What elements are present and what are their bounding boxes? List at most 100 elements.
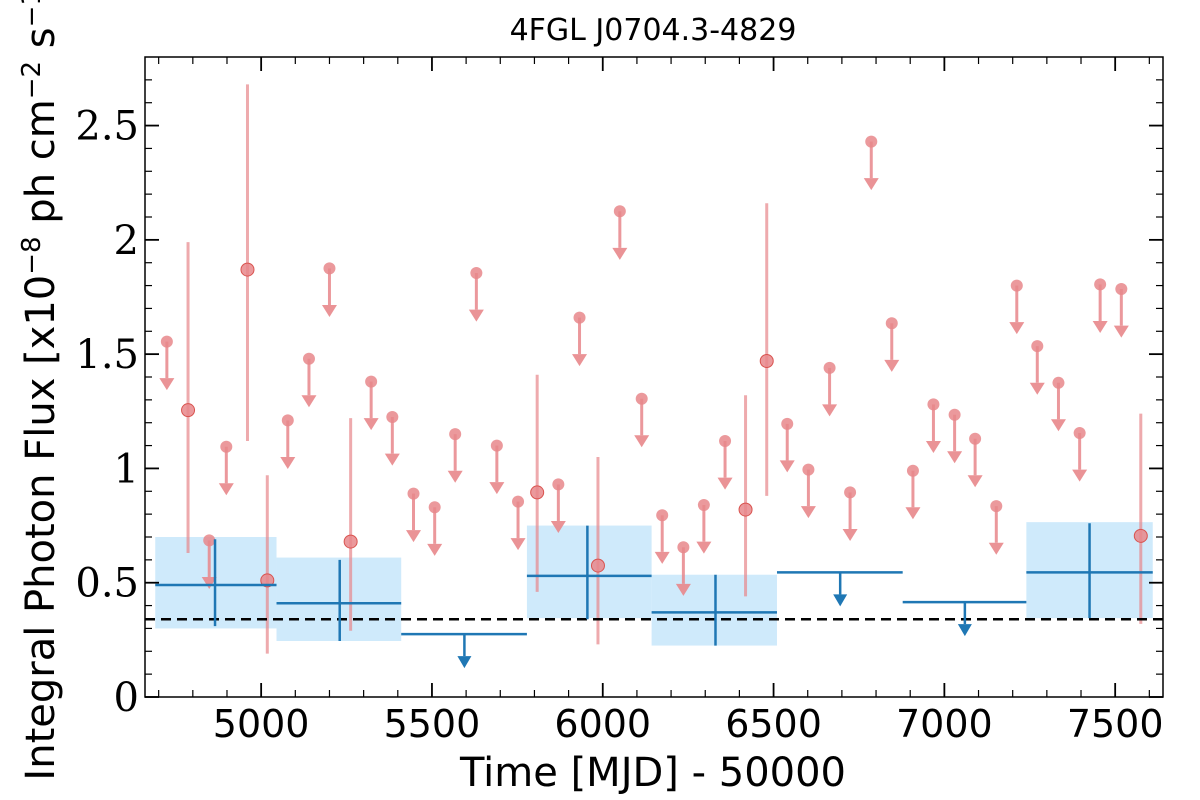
short-bin-upper-limit-point (677, 541, 690, 554)
x-tick-label: 5500 (384, 702, 481, 746)
short-bin-upper-limit-arrow (572, 354, 588, 367)
short-bin-upper-limit-point (323, 262, 336, 275)
short-bin-upper-limit-arrow (967, 475, 983, 488)
short-bin-point (530, 485, 545, 500)
long-bin-upper-limit-arrow (457, 656, 472, 669)
short-bin-upper-limit-point (823, 361, 836, 374)
chart-title: 4FGL J0704.3-4829 (510, 13, 797, 48)
short-bin-upper-limit-arrow (947, 451, 963, 464)
short-bin-upper-limit-point (365, 375, 378, 388)
short-bin-upper-limit-point (885, 317, 898, 330)
short-bin-upper-limit-arrow (280, 457, 296, 469)
short-bin-upper-limit-arrow (218, 483, 234, 496)
short-bin-upper-limit-arrow (1009, 322, 1025, 335)
x-tick-label: 7000 (896, 702, 993, 746)
short-bin-upper-limit-point (781, 417, 794, 430)
short-bin-upper-limit-point (906, 464, 919, 477)
short-bin-upper-limit-point (656, 509, 669, 522)
short-bin-upper-limit-arrow (384, 453, 400, 466)
short-bin-upper-limit-point (552, 478, 565, 491)
x-axis-label: Time [MJD] - 50000 (459, 750, 846, 796)
short-bin-upper-limit-point (948, 408, 961, 421)
short-bin-upper-limit-point (470, 267, 483, 279)
short-bin-upper-limit-point (969, 432, 982, 445)
long-bin-upper-limit-arrow (957, 624, 972, 637)
x-tick-label: 7500 (1067, 702, 1164, 746)
short-bin-upper-limit-arrow (884, 359, 900, 372)
short-bin-point (590, 558, 605, 573)
short-bin-point (738, 502, 753, 517)
short-bin-upper-limit-point (386, 411, 399, 423)
x-tick-label: 5000 (213, 702, 310, 746)
short-bin-upper-limit-point (844, 486, 857, 499)
short-bin-upper-limit-arrow (696, 541, 712, 554)
short-bin-upper-limit-arrow (925, 441, 941, 453)
short-bin-upper-limit-point (160, 335, 173, 348)
short-bin-upper-limit-point (449, 428, 462, 441)
short-bin-upper-limit-arrow (842, 529, 858, 541)
short-bin-upper-limit-arrow (822, 404, 838, 417)
short-bin-upper-limit-arrow (863, 178, 879, 191)
short-bin-upper-limit-point (428, 501, 441, 514)
short-bin-upper-limit-point (719, 435, 732, 447)
x-tick-label: 6500 (725, 702, 822, 746)
y-tick-label: 0.5 (75, 561, 139, 607)
short-bin-upper-limit-arrow (301, 395, 317, 408)
short-bin-upper-limit-point (865, 135, 878, 148)
short-bin-upper-limit-arrow (717, 477, 733, 490)
short-bin-point (343, 534, 358, 549)
short-bin-upper-limit-arrow (510, 538, 526, 551)
short-bin-upper-limit-arrow (1029, 382, 1045, 395)
short-bin-upper-limit-point (1010, 279, 1023, 292)
short-bin-upper-limit-arrow (489, 482, 505, 495)
short-bin-upper-limit-arrow (1113, 325, 1129, 338)
short-bin-point (260, 573, 275, 588)
short-bin-point (240, 262, 255, 277)
short-bin-upper-limit-point (927, 398, 940, 411)
y-tick-label: 0 (114, 675, 139, 721)
short-bin-upper-limit-arrow (159, 378, 175, 391)
short-bin-point (759, 354, 774, 368)
short-bin-upper-limit-arrow (1092, 321, 1108, 333)
short-bin-upper-limit-point (220, 440, 233, 453)
short-bin-upper-limit-point (512, 495, 525, 508)
short-bin-upper-limit-arrow (427, 543, 443, 556)
short-bin-upper-limit-arrow (406, 530, 422, 543)
short-bin-upper-limit-arrow (634, 435, 650, 448)
short-bin-point (181, 403, 196, 418)
short-bin-upper-limit-point (802, 463, 815, 476)
short-bin-upper-limit-arrow (612, 247, 628, 260)
short-bin-upper-limit-arrow (1050, 419, 1066, 432)
short-bin-upper-limit-arrow (468, 309, 484, 322)
short-bin-upper-limit-point (613, 205, 626, 218)
short-bin-upper-limit-point (1052, 376, 1065, 389)
short-bin-point (1133, 528, 1148, 543)
short-bin-upper-limit-point (1115, 283, 1128, 295)
short-bin-upper-limit-point (490, 439, 503, 452)
y-tick-label: 2.5 (75, 104, 139, 150)
short-bin-upper-limit-point (573, 311, 586, 324)
y-axis-label: Integral Photon Flux [x10−8 ph cm−2 s−1] (17, 0, 64, 781)
short-bin-upper-limit-point (635, 392, 648, 405)
y-tick-label: 1 (114, 446, 139, 492)
short-bin-upper-limit-point (1094, 278, 1107, 291)
x-tick-label: 6000 (554, 702, 651, 746)
y-tick-label: 2 (114, 218, 139, 264)
short-bin-upper-limit-arrow (550, 521, 566, 533)
long-bin-upper-limit-arrow (833, 594, 848, 607)
data-layer (145, 84, 1163, 669)
short-bin-upper-limit-point (203, 534, 216, 547)
short-bin-upper-limit-arrow (988, 542, 1004, 555)
short-bin-upper-limit-arrow (654, 551, 670, 564)
short-bin-upper-limit-arrow (675, 583, 691, 596)
axis-ticks: 5000 5500 6000 6500 7000 7500 0 0.5 1 1.5 2 2.5 (75, 57, 1164, 746)
short-bin-upper-limit-point (281, 414, 294, 427)
short-bin-upper-limit-point (407, 487, 420, 500)
short-bin-upper-limit-arrow (363, 418, 379, 431)
short-bin-upper-limit-arrow (800, 506, 816, 519)
short-bin-upper-limit-arrow (201, 577, 217, 589)
short-bin-upper-limit-arrow (321, 305, 337, 317)
short-bin-upper-limit-point (302, 352, 315, 365)
short-bin-upper-limit-arrow (779, 460, 795, 473)
